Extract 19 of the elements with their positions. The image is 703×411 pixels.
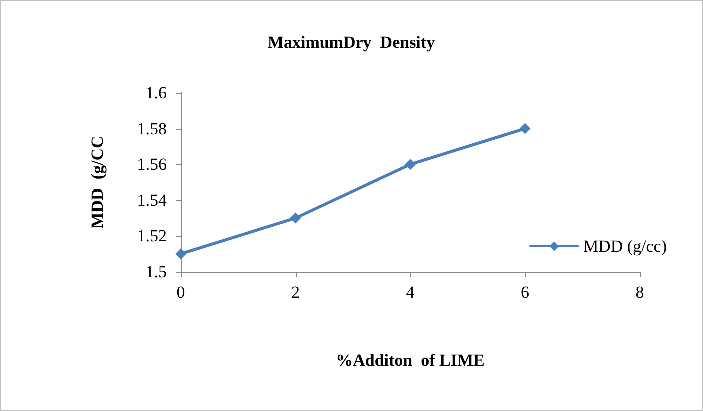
x-tick-label: 6: [521, 283, 530, 302]
x-tick-label: 2: [292, 283, 300, 302]
y-tick-label: 1.58: [137, 119, 167, 138]
legend-label: MDD (g/cc): [583, 237, 668, 256]
y-tick-label: 1.5: [146, 262, 167, 282]
point: [405, 159, 416, 170]
x-tick-label: 4: [406, 283, 416, 302]
point: [290, 212, 302, 224]
point: [176, 248, 186, 260]
y-axis-title: MDD (g/CC: [88, 136, 107, 229]
chart-title: MaximumDry Density: [268, 33, 436, 52]
y-tick-label: 1.56: [137, 155, 167, 174]
y-tick-label: 1.52: [137, 226, 167, 246]
x-axis-title: %Additon of LIME: [336, 351, 485, 370]
x-tick-label: 8: [636, 283, 644, 302]
point: [520, 123, 531, 134]
x-tick-label: 0: [176, 283, 186, 302]
y-tick-label: 1.6: [146, 84, 167, 102]
y-tick-label: 1.54: [137, 190, 168, 210]
